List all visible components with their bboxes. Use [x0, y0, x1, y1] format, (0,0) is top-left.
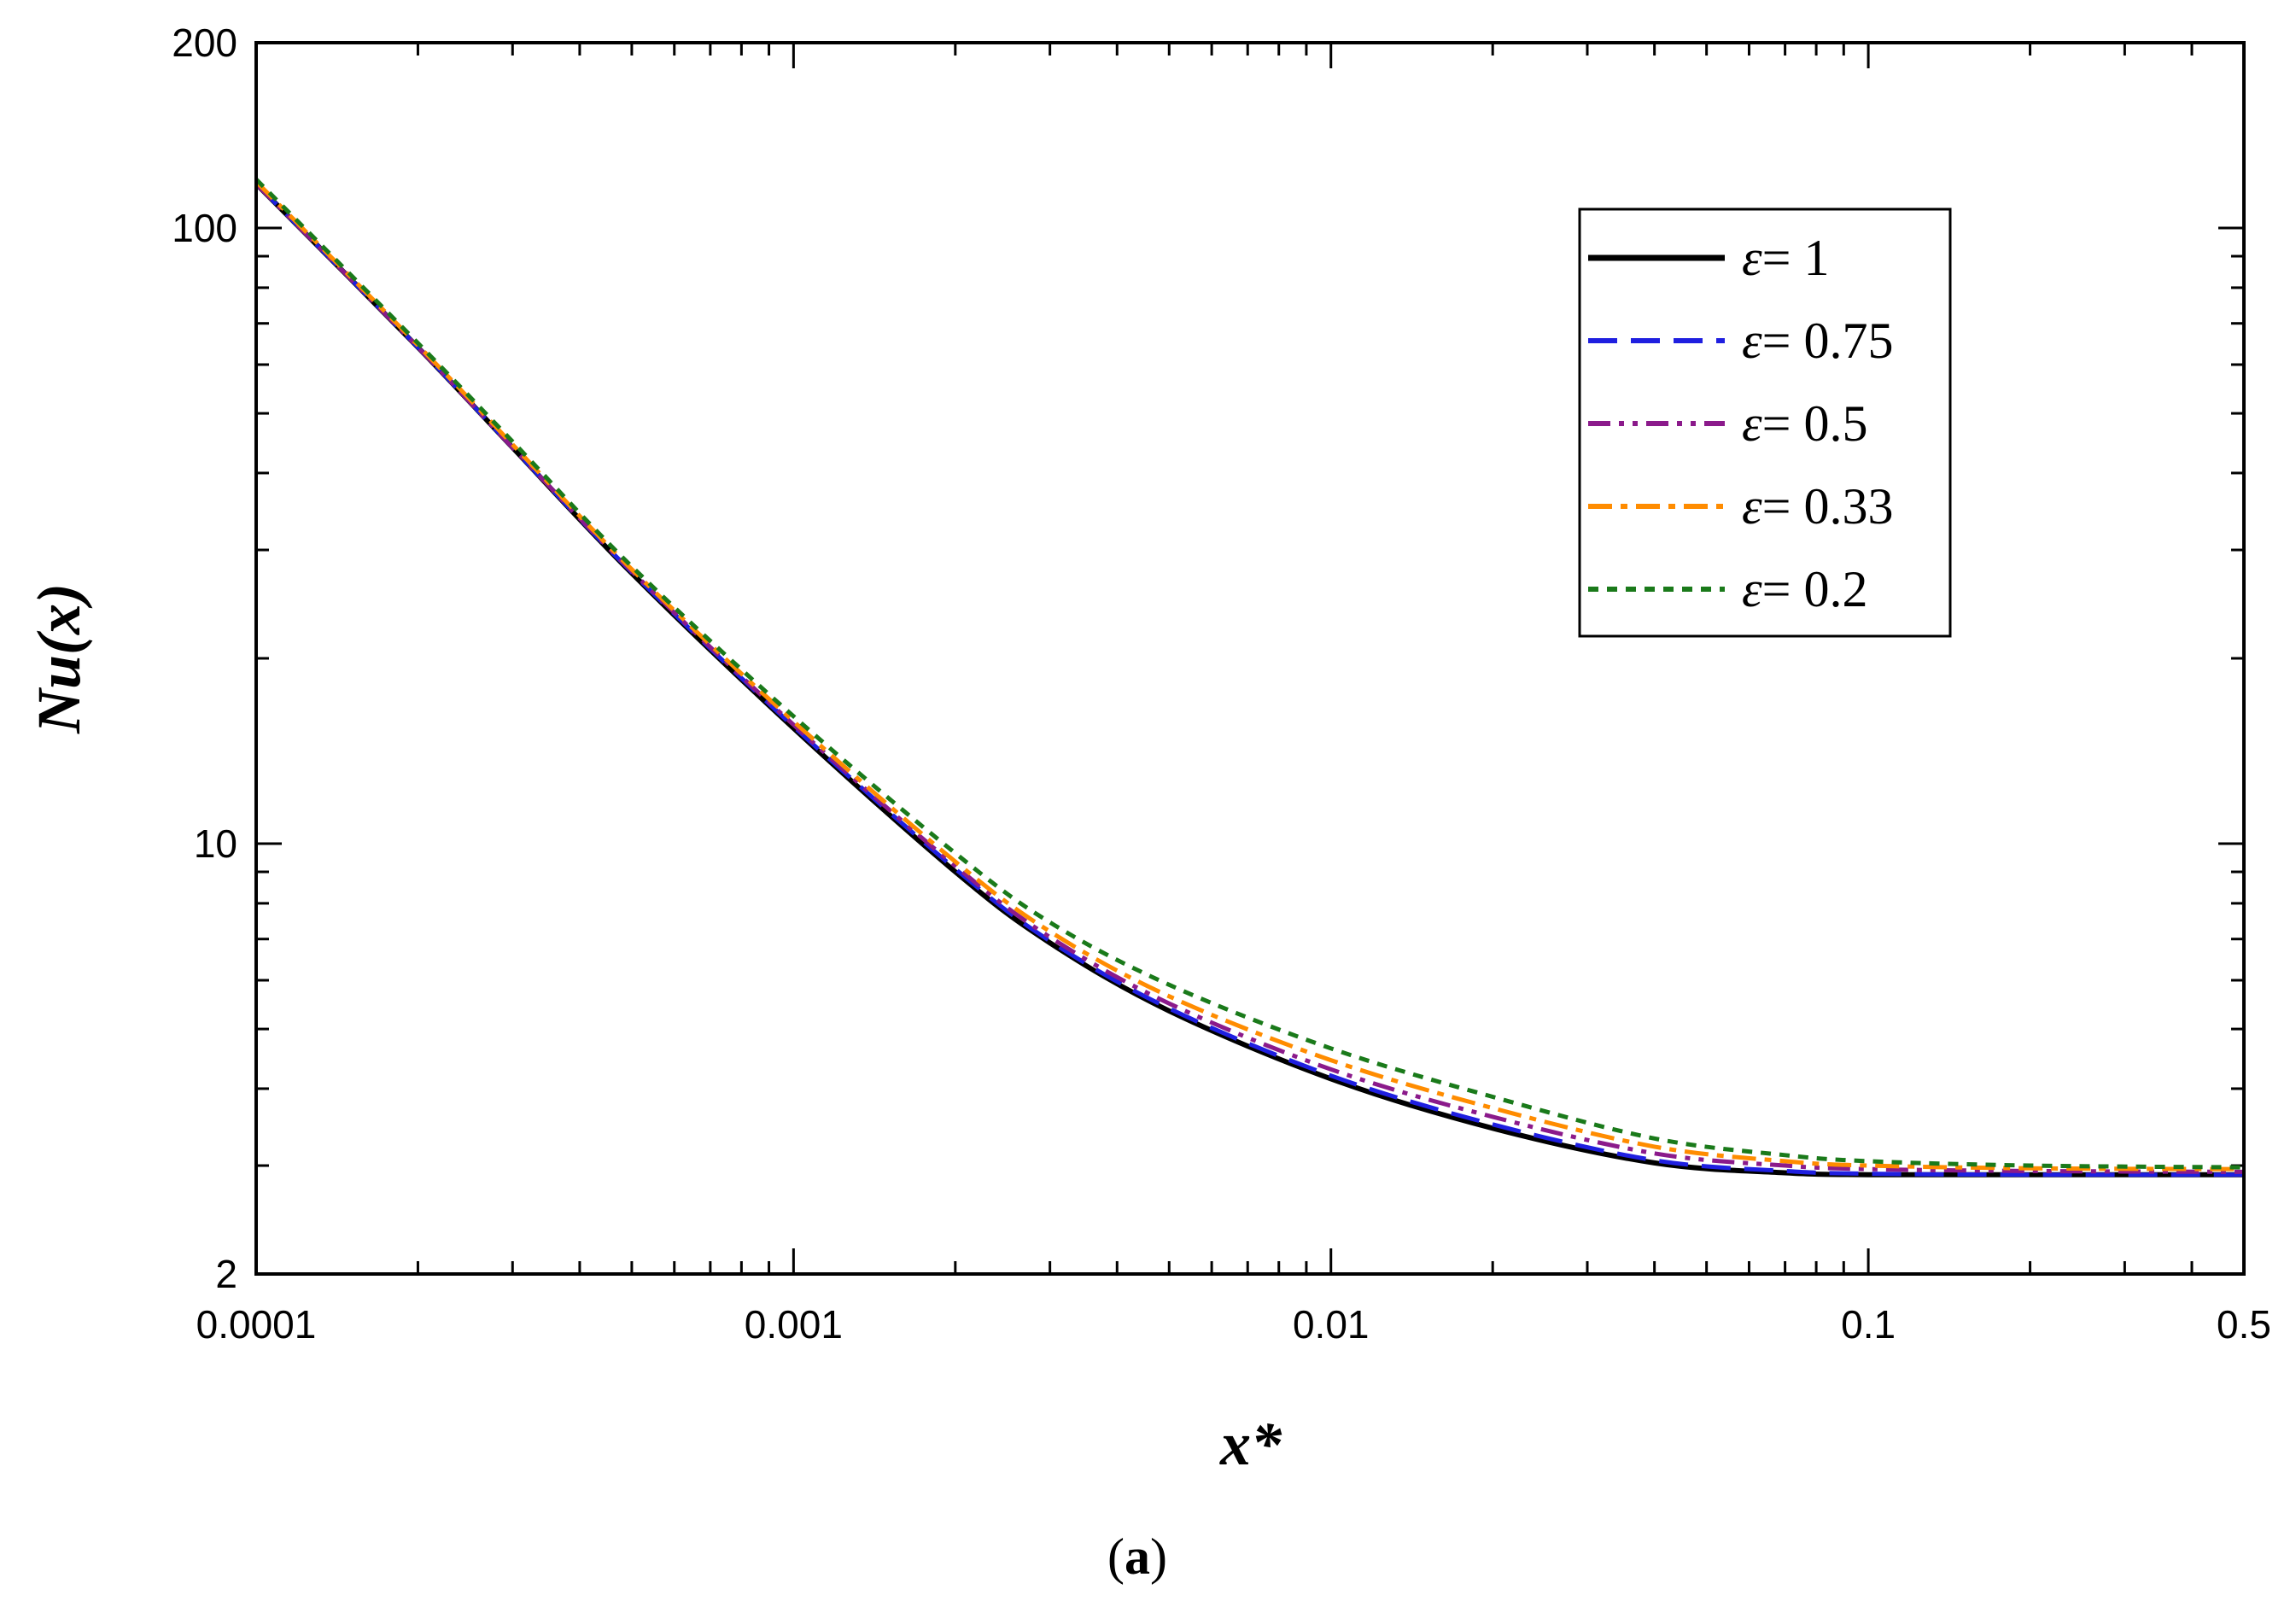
- series-line-4: [256, 178, 2244, 1170]
- legend-symbol: ε: [1742, 561, 1762, 617]
- legend-value: = 0.33: [1762, 478, 1894, 535]
- legend-label-0: ε= 1: [1742, 230, 1830, 286]
- y-tick-label: 200: [172, 20, 237, 65]
- x-tick-label: 0.001: [745, 1302, 843, 1347]
- tick-labels: 0.0001 0.001 0.01 0.1 0.5 200 100 10 2: [172, 20, 2271, 1347]
- legend-symbol: ε: [1742, 395, 1762, 452]
- legend-symbol: ε: [1742, 230, 1762, 286]
- series-line-2: [256, 182, 2244, 1174]
- legend-label-3: ε= 0.33: [1742, 478, 1894, 535]
- legend: ε= 1ε= 0.75ε= 0.5ε= 0.33ε= 0.2: [1578, 207, 1952, 638]
- panel-label-close: ): [1150, 1528, 1167, 1585]
- series-layer: [256, 178, 2244, 1177]
- x-tick-label: 0.0001: [196, 1302, 317, 1347]
- legend-entries: ε= 1ε= 0.75ε= 0.5ε= 0.33ε= 0.2: [1588, 230, 1894, 617]
- legend-value: = 1: [1762, 230, 1830, 286]
- legend-value: = 0.5: [1762, 395, 1868, 452]
- ticks-layer: [254, 43, 2246, 1274]
- legend-symbol: ε: [1742, 478, 1762, 535]
- x-tick-label: 0.01: [1293, 1302, 1370, 1347]
- legend-box: [1578, 207, 1952, 638]
- legend-label-2: ε= 0.5: [1742, 395, 1868, 452]
- y-tick-label: 10: [194, 821, 237, 866]
- panel-label: (a): [1107, 1528, 1167, 1585]
- y-tick-label: 2: [215, 1252, 237, 1296]
- panel-label-open: (: [1107, 1528, 1125, 1585]
- legend-value: = 0.2: [1762, 561, 1868, 617]
- plot-frame: [254, 41, 2246, 1276]
- legend-label-1: ε= 0.75: [1742, 313, 1894, 369]
- x-tick-label: 0.5: [2217, 1302, 2271, 1347]
- legend-symbol: ε: [1742, 313, 1762, 369]
- y-tick-label: 100: [172, 206, 237, 250]
- legend-value: = 0.75: [1762, 313, 1894, 369]
- legend-label-4: ε= 0.2: [1742, 561, 1868, 617]
- x-tick-label: 0.1: [1841, 1302, 1896, 1347]
- panel-label-letter: a: [1125, 1528, 1150, 1585]
- y-axis-title: Nu(x): [25, 583, 93, 734]
- x-axis-title: x*: [1219, 1410, 1282, 1478]
